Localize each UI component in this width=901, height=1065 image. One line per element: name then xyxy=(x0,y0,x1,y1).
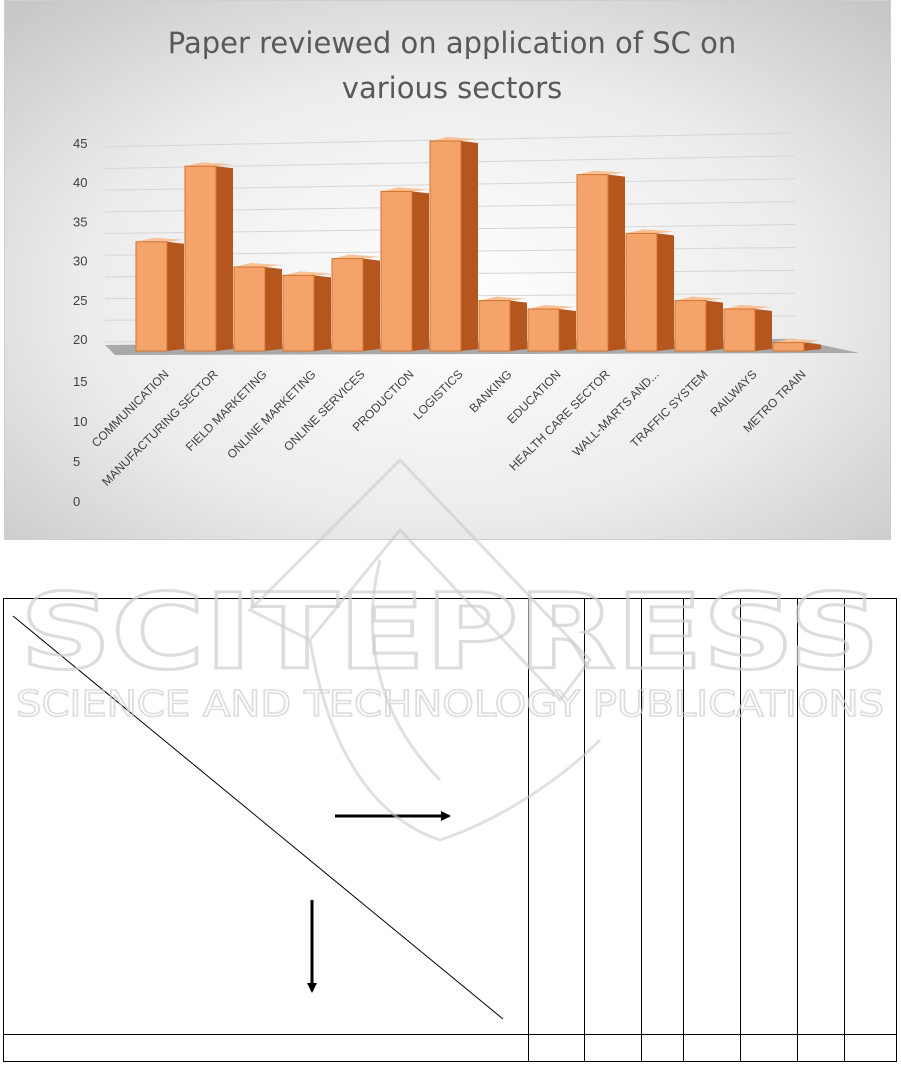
table-header-cell xyxy=(683,598,741,1035)
y-tick-label: 35 xyxy=(73,214,87,229)
bar-side xyxy=(461,141,478,351)
bar-top xyxy=(528,305,576,309)
bar-side xyxy=(314,275,331,351)
bar-side xyxy=(804,342,821,351)
table-cell xyxy=(584,1034,642,1062)
bar-front xyxy=(380,190,413,352)
bar-top xyxy=(724,305,772,309)
table-cell xyxy=(3,1034,529,1062)
bar xyxy=(135,237,184,352)
chart-title-line-1: Paper reviewed on application of SC on xyxy=(168,26,736,60)
bar xyxy=(527,305,576,352)
table-header-row xyxy=(3,598,897,1035)
bar-top xyxy=(430,137,478,141)
bar-top xyxy=(577,170,625,175)
table-header-cell xyxy=(528,598,585,1035)
table-header-cell xyxy=(584,598,642,1035)
y-tick-label: 20 xyxy=(73,332,87,347)
bar xyxy=(625,229,674,352)
bar-top xyxy=(136,237,184,242)
bar-front xyxy=(723,308,756,352)
bar-top xyxy=(234,263,282,267)
y-tick-label: 25 xyxy=(73,293,87,308)
empty-table xyxy=(3,598,897,1062)
bar-top xyxy=(675,296,723,301)
bar-side xyxy=(559,309,576,351)
bar-side xyxy=(510,300,527,351)
table-cell xyxy=(740,1034,798,1062)
bar xyxy=(478,296,527,352)
bar-side xyxy=(216,166,233,351)
bar-front xyxy=(772,342,805,352)
table-cell xyxy=(641,1034,684,1062)
bar-side xyxy=(167,241,184,351)
bar-side xyxy=(706,300,723,351)
bar-top xyxy=(185,162,233,167)
bar-top xyxy=(479,296,527,301)
bar-side xyxy=(363,258,380,351)
bar xyxy=(331,254,380,352)
table-corner-cell xyxy=(3,598,529,1035)
chart-frame: 0 5 10 15 20 25 30 35 40 45 COMMUNICATION MANUFACT… xyxy=(4,0,891,540)
bar-front xyxy=(576,174,609,352)
table-header-cell xyxy=(844,598,897,1035)
bar-top xyxy=(283,271,331,276)
bar-front xyxy=(674,300,707,352)
y-tick-label: 45 xyxy=(73,136,87,151)
bar-front xyxy=(429,140,462,352)
bar xyxy=(576,170,625,352)
bar-side xyxy=(608,174,625,351)
y-tick-label: 10 xyxy=(73,414,87,429)
bar-side xyxy=(412,191,429,351)
bar-top xyxy=(381,187,429,192)
bar-front xyxy=(282,274,315,352)
bar xyxy=(674,296,723,352)
bar-front xyxy=(184,165,217,352)
table-cell xyxy=(528,1034,585,1062)
bars xyxy=(135,137,821,352)
bar-front xyxy=(527,308,560,352)
table-cell xyxy=(683,1034,741,1062)
table-header-cell xyxy=(797,598,845,1035)
bar-side xyxy=(657,233,674,351)
bar xyxy=(184,162,233,352)
bar-front xyxy=(331,258,364,352)
bar-top xyxy=(332,254,380,259)
bar xyxy=(723,305,772,352)
table-row xyxy=(3,1034,897,1062)
bar xyxy=(282,271,331,352)
bar-side xyxy=(265,267,282,351)
bar-side xyxy=(755,309,772,351)
bar xyxy=(380,187,429,352)
bar-front xyxy=(233,266,266,352)
bar xyxy=(772,338,821,352)
table-cell xyxy=(797,1034,845,1062)
table-cell xyxy=(844,1034,897,1062)
bar-front xyxy=(478,300,511,352)
y-axis-ticks: 0 5 10 15 20 25 30 35 40 45 xyxy=(73,136,87,509)
bar xyxy=(429,137,478,352)
chart-title-line-2: various sectors xyxy=(342,71,562,105)
y-tick-label: 30 xyxy=(73,254,87,269)
y-tick-label: 5 xyxy=(73,454,80,469)
bar-top xyxy=(626,229,674,234)
bar xyxy=(233,263,282,352)
bar-front xyxy=(625,232,658,352)
y-tick-label: 15 xyxy=(73,374,87,389)
table-header-cell xyxy=(641,598,684,1035)
bar-front xyxy=(135,241,168,352)
bar-top xyxy=(773,338,821,343)
y-tick-label: 0 xyxy=(73,494,80,509)
y-tick-label: 40 xyxy=(73,175,87,190)
table-header-cell xyxy=(740,598,798,1035)
